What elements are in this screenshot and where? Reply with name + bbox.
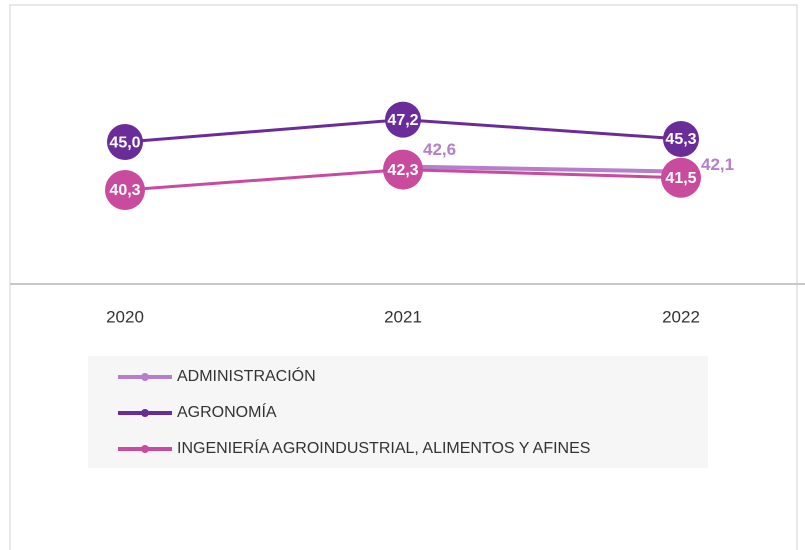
x-tick-label: 2022 [662,307,700,326]
point [663,120,699,157]
value-label: 41,5 [665,170,696,187]
point [383,149,423,190]
value-label: 42,6 [423,140,456,159]
legend-dot [141,445,149,453]
value-label: 42,3 [387,162,418,179]
point [105,169,145,210]
value-label: 40,3 [109,182,140,199]
legend-dot [141,409,149,417]
legend-box [88,356,708,468]
series-line [402,164,682,174]
chart-frame [9,4,798,550]
value-label: 47,2 [387,112,418,129]
legend-label: ADMINISTRACIÓN [177,366,316,385]
legend-label: INGENIERÍA AGROINDUSTRIAL, ALIMENTOS Y A… [177,438,590,457]
point [385,101,421,138]
x-tick-label: 2021 [384,307,422,326]
value-label: 45,3 [665,131,696,148]
legend-dot [141,373,149,381]
point [661,157,701,198]
value-label: 45,0 [109,134,140,151]
x-tick-label: 2020 [106,307,144,326]
value-label: 42,1 [701,155,734,174]
point [107,124,143,161]
legend-label: AGRONOMÍA [177,402,277,421]
